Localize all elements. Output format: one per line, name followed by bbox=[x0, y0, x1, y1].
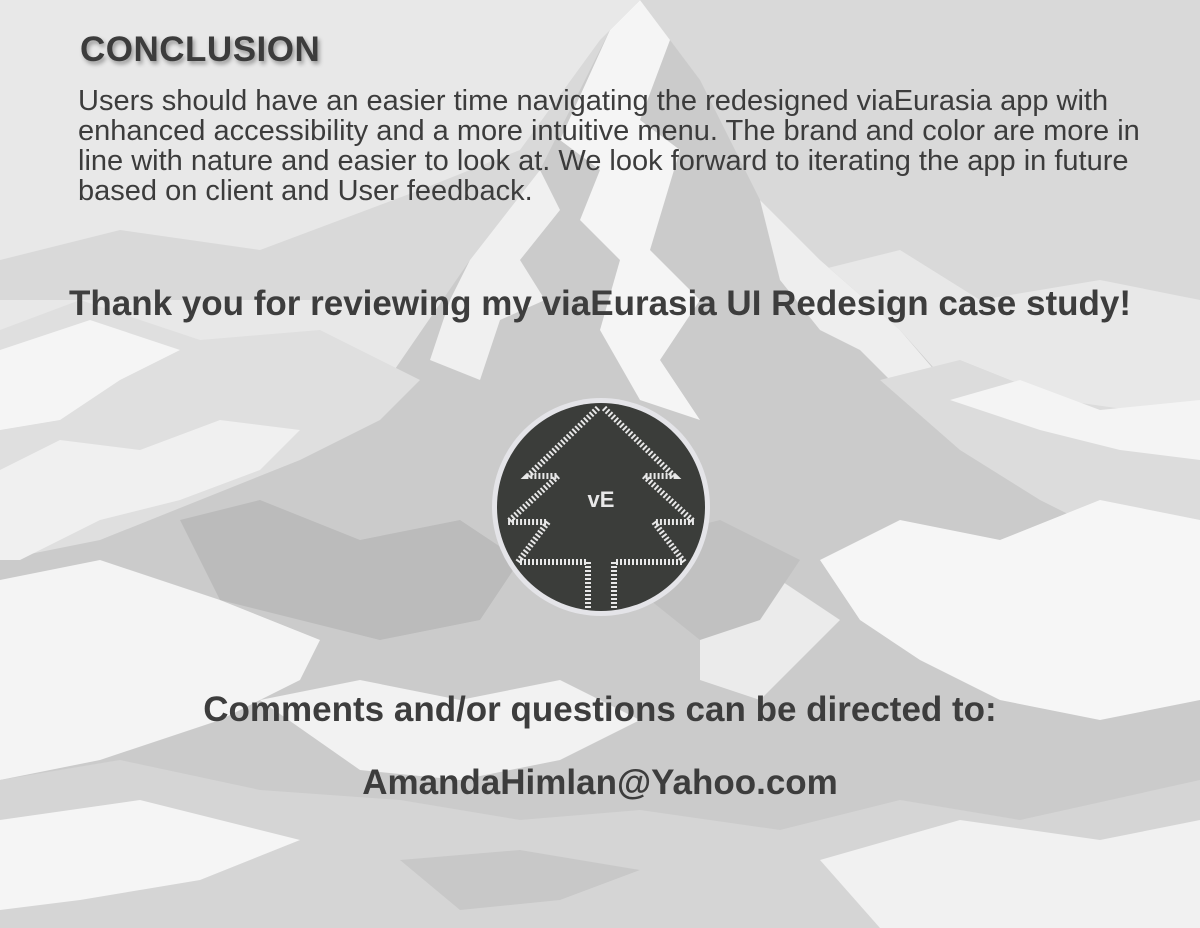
conclusion-heading: CONCLUSION bbox=[80, 30, 321, 69]
logo-monogram: vE bbox=[588, 487, 615, 512]
viaeurasia-logo: vE bbox=[492, 398, 710, 616]
contact-email[interactable]: AmandaHimlan@Yahoo.com bbox=[362, 763, 838, 802]
pine-tree-icon bbox=[500, 405, 702, 608]
contact-prompt: Comments and/or questions can be directe… bbox=[203, 690, 997, 729]
thank-you-message: Thank you for reviewing my viaEurasia UI… bbox=[68, 284, 1131, 323]
conclusion-body: Users should have an easier time navigat… bbox=[78, 85, 1140, 207]
